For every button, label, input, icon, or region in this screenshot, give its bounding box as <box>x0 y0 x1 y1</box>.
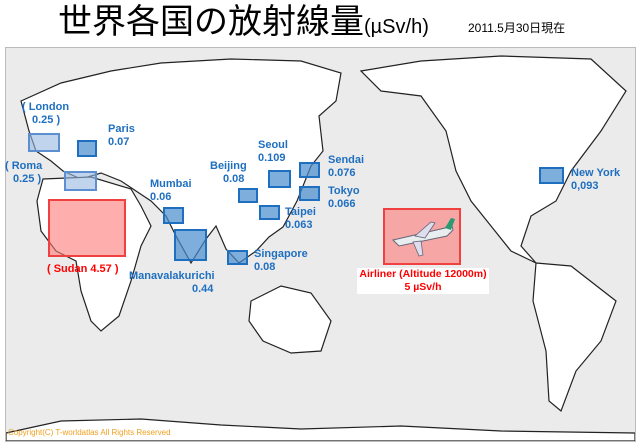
sendai-label: Sendai 0.076 <box>328 154 365 179</box>
roma-marker[interactable] <box>64 171 97 191</box>
airliner-marker[interactable] <box>383 208 461 265</box>
manavalakurichi-label: Manavalakurichi 0.44 <box>129 270 215 295</box>
airplane-icon <box>392 218 455 257</box>
beijing-marker[interactable] <box>238 188 258 203</box>
antarctica <box>6 418 635 441</box>
roma-label: ( Roma 0.25 ) <box>5 160 43 185</box>
singapore-label: Singapore 0.08 <box>254 248 308 273</box>
london-label: ( London 0.25 ) <box>22 101 70 126</box>
australia <box>248 285 332 354</box>
seoul-label: Seoul 0.109 <box>258 139 288 164</box>
newyork-marker[interactable] <box>539 167 564 184</box>
title-unit: (µSv/h) <box>364 16 429 38</box>
copyright: Copyright(C) T-worldatlas All Rights Res… <box>8 428 171 437</box>
manavalakurichi-marker[interactable] <box>174 229 207 261</box>
singapore-marker[interactable] <box>227 250 248 265</box>
date-label: 2011.5月30日現在 <box>468 21 566 35</box>
airliner-label: Airliner (Altitude 12000m) 5 µSv/h <box>357 268 489 294</box>
tokyo-label: Tokyo 0.066 <box>328 185 360 210</box>
sudan-marker[interactable] <box>48 199 126 257</box>
paris-label: Paris 0.07 <box>108 123 135 148</box>
london-marker[interactable] <box>28 133 60 152</box>
seoul-marker[interactable] <box>268 170 291 188</box>
tokyo-marker[interactable] <box>299 186 320 201</box>
north-america <box>359 55 627 264</box>
newyork-label: New York 0,093 <box>571 167 621 192</box>
page-title: 世界各国の放射線量(µSv/h) <box>58 2 429 47</box>
taipei-label: Taipei 0.063 <box>285 206 316 231</box>
sudan-label: ( Sudan 4.57 ) <box>47 263 119 275</box>
paris-marker[interactable] <box>77 140 97 157</box>
beijing-label: Beijing 0.08 <box>210 160 247 185</box>
south-america <box>532 262 617 413</box>
title-text: 世界各国の放射線量 <box>58 3 364 41</box>
sendai-marker[interactable] <box>299 162 320 178</box>
mumbai-label: Mumbai 0.06 <box>150 178 192 203</box>
taipei-marker[interactable] <box>259 205 280 220</box>
mumbai-marker[interactable] <box>163 207 184 224</box>
